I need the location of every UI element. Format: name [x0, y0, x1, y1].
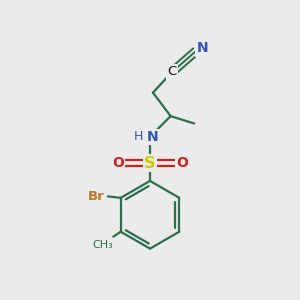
Text: H: H: [134, 130, 143, 143]
Text: O: O: [112, 156, 124, 170]
Text: S: S: [144, 156, 156, 171]
Text: Br: Br: [88, 190, 105, 203]
Text: CH₃: CH₃: [93, 240, 113, 250]
Text: O: O: [176, 156, 188, 170]
Text: N: N: [196, 41, 208, 56]
Text: N: N: [147, 130, 159, 144]
Text: C: C: [167, 65, 177, 79]
